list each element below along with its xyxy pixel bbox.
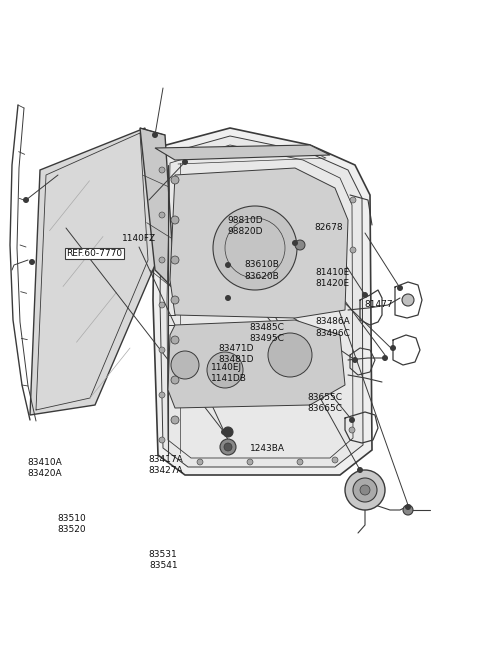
Circle shape [352,357,358,363]
Circle shape [159,257,165,263]
Circle shape [182,159,188,165]
Text: 83485C
83495C: 83485C 83495C [250,323,285,343]
Circle shape [382,355,388,361]
Polygon shape [160,136,363,467]
Circle shape [29,259,35,265]
Text: 98810D
98820D: 98810D 98820D [227,216,263,236]
Text: 1140FZ: 1140FZ [122,234,156,243]
Circle shape [171,296,179,304]
Circle shape [159,167,165,173]
Circle shape [159,347,165,353]
Circle shape [159,437,165,443]
Circle shape [171,376,179,384]
Polygon shape [30,128,155,415]
Circle shape [221,429,227,435]
Polygon shape [140,128,175,290]
Circle shape [353,478,377,502]
Circle shape [350,197,356,203]
Text: 81410E
81420E: 81410E 81420E [316,269,350,288]
Circle shape [405,504,411,510]
Circle shape [225,262,231,268]
Circle shape [357,467,363,473]
Polygon shape [168,320,345,408]
Circle shape [403,505,413,515]
Circle shape [390,345,396,351]
Circle shape [197,459,203,465]
Circle shape [159,392,165,398]
Text: 1243BA: 1243BA [250,444,285,453]
Text: 83486A
83496C: 83486A 83496C [316,318,351,337]
Circle shape [362,292,368,298]
Circle shape [295,240,305,250]
Text: 1140EJ
1141DB: 1140EJ 1141DB [211,364,247,383]
Circle shape [247,459,253,465]
Text: 83471D
83481D: 83471D 83481D [218,344,254,364]
Circle shape [332,457,338,463]
Circle shape [349,417,355,423]
Circle shape [350,247,356,253]
Circle shape [397,285,403,291]
Circle shape [159,212,165,218]
Circle shape [23,197,29,203]
Text: 81477: 81477 [365,300,394,309]
Circle shape [292,240,298,246]
Circle shape [207,352,243,388]
Text: 83417A
83427A: 83417A 83427A [149,455,183,475]
Text: 83610B
83620B: 83610B 83620B [245,261,280,280]
Circle shape [268,333,312,377]
Circle shape [159,302,165,308]
Text: REF.60-7770: REF.60-7770 [66,249,122,258]
Circle shape [152,132,158,138]
Circle shape [225,295,231,301]
Circle shape [349,427,355,433]
Polygon shape [170,168,348,318]
Circle shape [402,294,414,306]
Circle shape [223,427,233,437]
Text: 83510
83520: 83510 83520 [58,514,86,534]
Circle shape [171,351,199,379]
Circle shape [345,470,385,510]
Circle shape [171,336,179,344]
Circle shape [213,206,297,290]
Circle shape [171,176,179,184]
Text: 83655C
83665C: 83655C 83665C [307,393,342,413]
Polygon shape [153,128,372,475]
Circle shape [171,416,179,424]
Circle shape [171,256,179,264]
Text: 83531
83541: 83531 83541 [149,550,178,570]
Circle shape [171,216,179,224]
Circle shape [220,439,236,455]
Circle shape [297,459,303,465]
Text: 83410A
83420A: 83410A 83420A [28,458,62,478]
Text: 82678: 82678 [314,223,343,233]
Polygon shape [155,145,330,160]
Circle shape [224,443,232,451]
Circle shape [360,485,370,495]
